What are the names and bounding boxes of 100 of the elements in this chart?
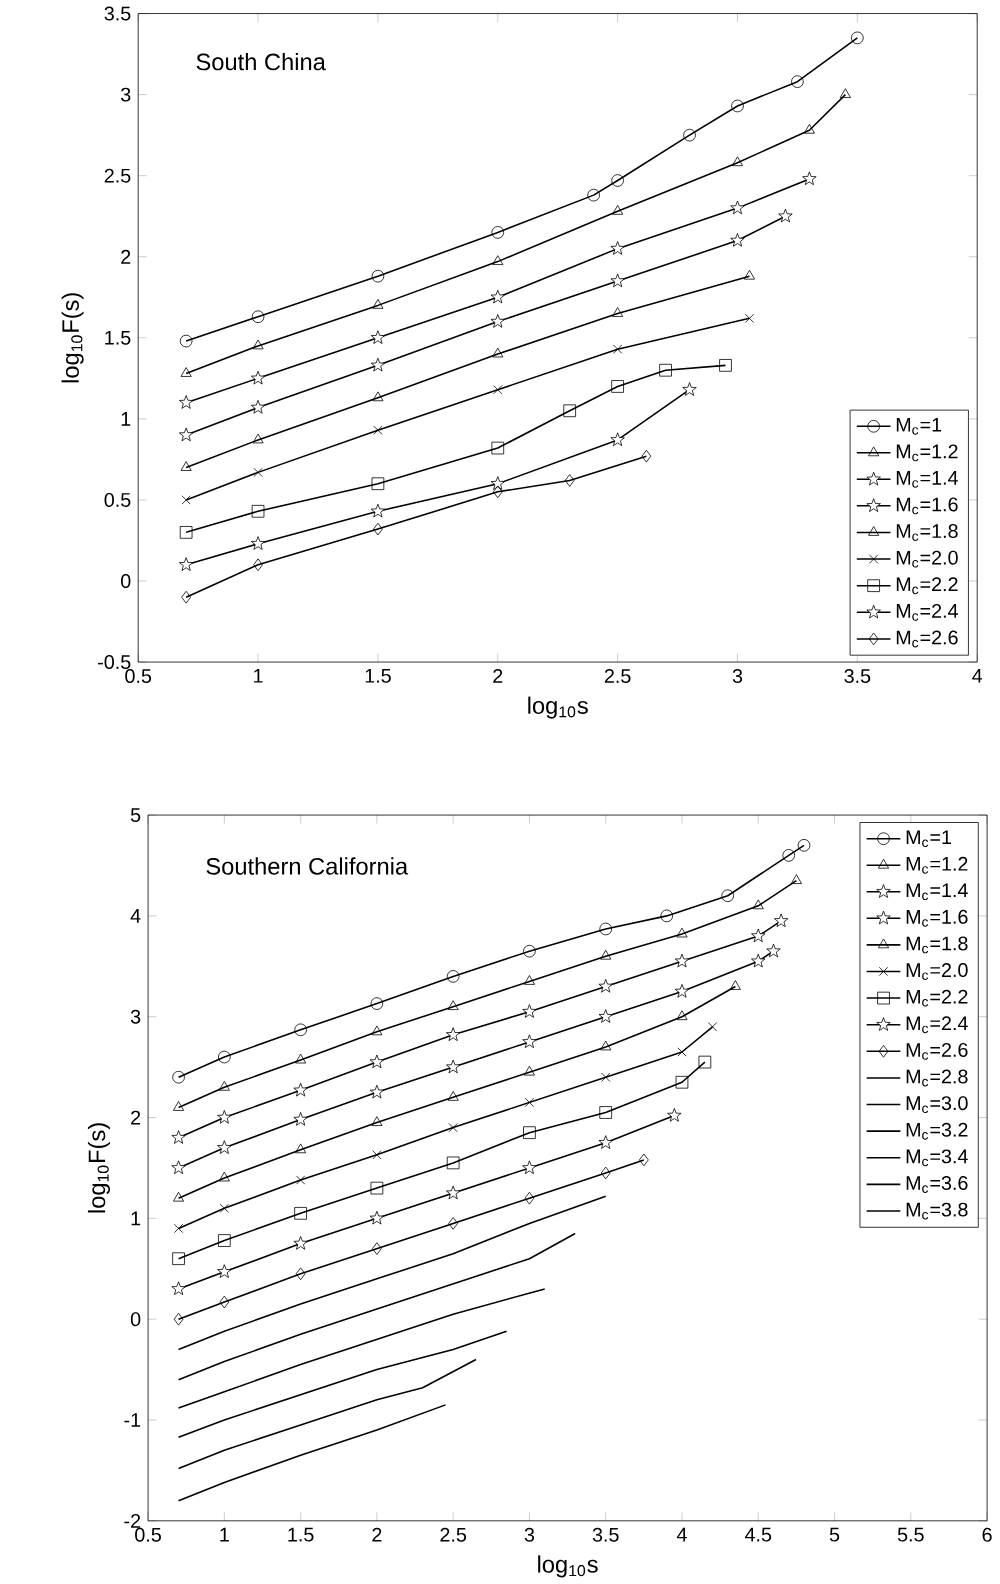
point (179, 334, 193, 348)
point (682, 382, 697, 396)
point (218, 1080, 230, 1091)
point (851, 31, 864, 45)
point (448, 1123, 458, 1133)
y-tick-label: -1 (124, 1413, 141, 1427)
point (782, 849, 796, 862)
point (294, 1023, 307, 1037)
legend-label: M$_{c}$=3.8 (906, 1202, 968, 1220)
y-tick-label: 0.5 (104, 492, 131, 507)
y-tick-label: 3 (121, 87, 131, 102)
point (295, 1053, 307, 1064)
point (369, 1210, 385, 1225)
legend-label: M$_{c}$=1.8 (906, 936, 968, 954)
y-tick-label: 4 (130, 909, 141, 923)
point (744, 313, 755, 323)
point (523, 1126, 536, 1139)
point (523, 1065, 536, 1076)
y-tick-label: 2 (131, 1110, 141, 1125)
legend-label: M$_{c}$=2.6 (896, 630, 958, 648)
point (219, 1295, 230, 1309)
point (563, 404, 577, 418)
x-tick-label: 2 (493, 669, 503, 683)
y-tick-label: 1 (121, 412, 131, 426)
point (372, 1150, 382, 1160)
point (490, 289, 505, 304)
line-series (177, 1195, 607, 1351)
point (446, 1156, 460, 1170)
point (802, 171, 817, 186)
legend-label: M$_{c}$=2.0 (896, 550, 958, 568)
point (752, 899, 764, 910)
point (446, 970, 460, 983)
legend-label: M$_{c}$=1.8 (896, 524, 958, 541)
point (448, 1217, 459, 1230)
point (172, 1070, 185, 1084)
y-tick-label: 3.5 (104, 6, 131, 21)
point (524, 1191, 535, 1205)
y-tick-label: 0 (121, 574, 131, 588)
x-tick-label: 2.5 (604, 669, 631, 683)
point (598, 1009, 613, 1023)
point (731, 99, 744, 113)
point (296, 1175, 306, 1185)
point (598, 978, 613, 993)
x-tick-label: 5.5 (897, 1527, 924, 1542)
point (610, 241, 625, 255)
point (610, 432, 625, 447)
y-tick-label: 2 (121, 249, 131, 264)
point (774, 913, 789, 928)
point (371, 269, 385, 283)
point (659, 363, 672, 377)
legend-label: M$_{c}$=2.2 (896, 577, 958, 595)
point (522, 1160, 537, 1175)
point (217, 1110, 232, 1124)
point (587, 188, 601, 202)
point (730, 233, 745, 247)
point (611, 380, 624, 393)
point (730, 200, 745, 215)
point (372, 391, 384, 402)
point (599, 1106, 613, 1119)
x-tick-label: 4 (677, 1527, 687, 1542)
legend-label: M$_{c}$=3.0 (906, 1096, 968, 1114)
point (371, 477, 385, 491)
point (641, 449, 652, 463)
x-tick-label: 6 (982, 1527, 992, 1542)
point (839, 88, 851, 98)
point (253, 558, 263, 572)
point (490, 476, 505, 490)
y-tick-label: 3 (130, 1009, 141, 1024)
point (660, 909, 674, 923)
point (611, 174, 624, 187)
legend-label: M$_{c}$=3.6 (906, 1176, 968, 1193)
point (372, 1242, 382, 1255)
point (294, 1206, 307, 1220)
x-tick-label: 3 (524, 1527, 535, 1542)
point (492, 347, 504, 358)
legend-label: M$_{c}$=1 (896, 418, 942, 435)
point (293, 1112, 308, 1126)
legend-label: M$_{c}$=1.6 (896, 497, 958, 515)
point (493, 385, 503, 395)
point (371, 1025, 383, 1036)
point (803, 123, 815, 134)
x-tick-label: 1.5 (288, 1527, 314, 1542)
x-tick-label: 1 (220, 1527, 229, 1542)
x-tick-label: 3 (732, 669, 743, 683)
x-axis-title: log$_{10}$s (538, 1555, 598, 1578)
point (181, 495, 191, 505)
point (446, 1059, 461, 1074)
point (295, 1143, 307, 1154)
point (179, 427, 194, 442)
point (674, 984, 690, 998)
point (674, 953, 690, 968)
y-tick-label: 1.5 (105, 330, 131, 345)
point (250, 400, 266, 414)
x-tick-label: 1 (254, 669, 263, 683)
point (490, 314, 505, 328)
point (218, 1171, 230, 1182)
point (447, 1091, 459, 1101)
y-axis-title: log$_{10}$F(s) (61, 293, 84, 383)
x-axis-title: log$_{10}$s (528, 696, 588, 719)
point (293, 1236, 308, 1250)
